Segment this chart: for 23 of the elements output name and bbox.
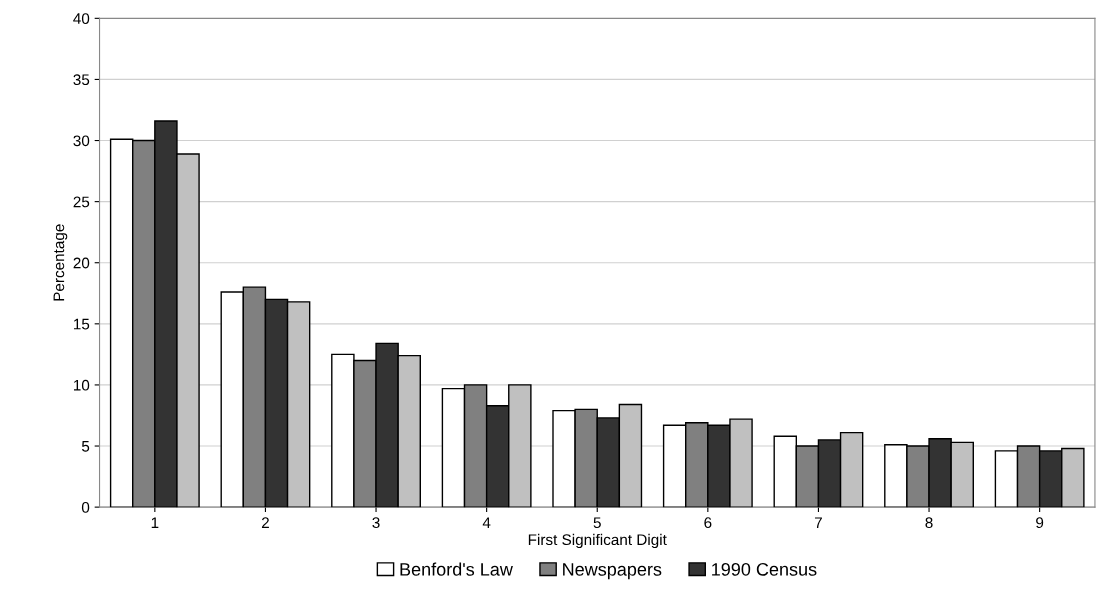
y-tick-label: 20: [73, 257, 90, 269]
x-tick-label: 5: [593, 517, 601, 529]
y-tick-label: 25: [73, 196, 90, 208]
y-tick-label: 40: [73, 13, 90, 25]
y-tick-label: 15: [73, 318, 90, 330]
x-axis-title: First Significant Digit: [528, 533, 667, 549]
x-tick-label: 4: [482, 517, 491, 528]
x-tick-label: 1: [151, 517, 159, 528]
y-tick-label: 5: [81, 441, 90, 452]
x-tick-label: 3: [372, 517, 380, 529]
x-tick-label: 7: [814, 517, 822, 528]
x-tick-label: 2: [261, 517, 269, 528]
y-tick-label: 35: [73, 74, 90, 86]
legend-label: 1990 Census: [712, 562, 817, 576]
y-axis-title: Percentage: [53, 224, 68, 301]
y-tick-label: 30: [73, 135, 90, 147]
legend-label: Benford's Law: [400, 562, 513, 576]
x-tick-label: 8: [925, 517, 933, 529]
x-tick-label: 6: [704, 517, 712, 529]
legend-label: Newspapers: [563, 563, 662, 580]
x-tick-label: 9: [1036, 517, 1044, 529]
y-tick-label: 10: [73, 379, 90, 391]
y-tick-label: 0: [81, 502, 90, 513]
